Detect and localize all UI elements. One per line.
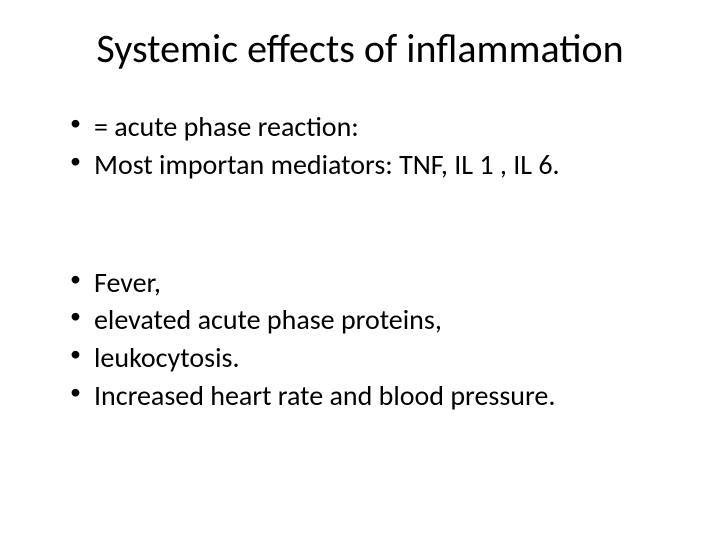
bullet-item: = acute phase reaction: — [70, 109, 670, 145]
bullet-item: leukocytosis. — [70, 340, 670, 376]
bullet-group-1: = acute phase reaction: Most importan me… — [50, 109, 670, 183]
bullet-item: Increased heart rate and blood pressure. — [70, 378, 670, 414]
spacer — [50, 185, 670, 265]
bullet-item: Most importan mediators: TNF, IL 1 , IL … — [70, 147, 670, 183]
bullet-item: Fever, — [70, 265, 670, 301]
bullet-item: elevated acute phase proteins, — [70, 302, 670, 338]
slide-title: Systemic effects of inflammation — [50, 24, 670, 73]
bullet-group-2: Fever, elevated acute phase proteins, le… — [50, 265, 670, 414]
